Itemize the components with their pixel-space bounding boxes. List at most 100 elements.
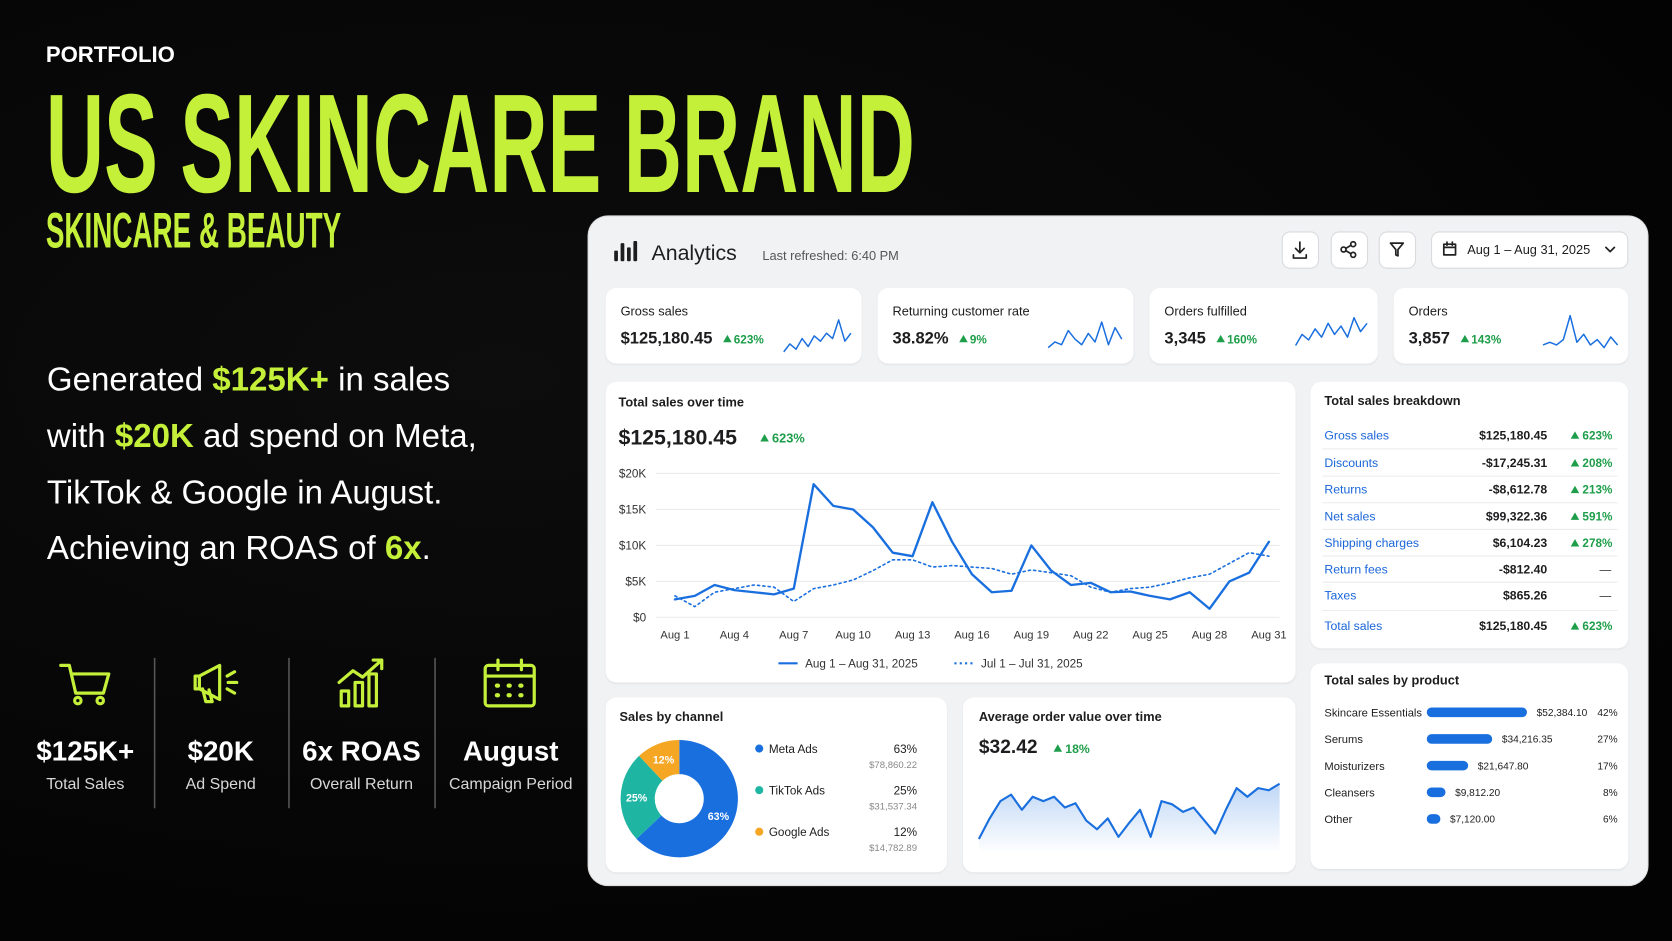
stat-icons <box>59 658 536 708</box>
cart-wheel <box>73 695 83 706</box>
summary: Generated $125K+ in sales with $20K ad sp… <box>46 361 477 566</box>
bar-share: 6% <box>1603 815 1618 826</box>
bar-category: Moisturizers <box>1324 761 1385 773</box>
summary-segment: Generated <box>47 361 212 398</box>
bar-value: $9,812.20 <box>1455 788 1500 799</box>
slice-label: 63% <box>708 811 730 823</box>
y-tick-label: $5K <box>625 576 646 589</box>
logo-bar <box>627 247 631 262</box>
kpi-label: Returning customer rate <box>893 304 1030 319</box>
summary-line: Generated $125K+ in sales <box>47 361 450 398</box>
card-title: Sales by channel <box>620 709 724 724</box>
kpi-label: Gross sales <box>621 304 688 319</box>
kpi-card <box>877 287 1134 364</box>
slice-label: 25% <box>626 793 648 805</box>
kpi-value: 3,857 <box>1409 328 1450 347</box>
download-icon <box>1292 241 1308 259</box>
summary-segment: Achieving an ROAS of <box>47 530 385 567</box>
stat-value: 6x ROAS <box>302 735 421 766</box>
share-icon <box>1349 251 1357 259</box>
legend-label: Jul 1 – Jul 31, 2025 <box>981 658 1083 671</box>
calendar-small-icon <box>1442 241 1457 256</box>
summary-segment: with <box>46 418 115 455</box>
row-value: $6,104.23 <box>1493 536 1548 550</box>
stat-label: Ad Spend <box>186 776 256 793</box>
kpi-card <box>605 287 862 364</box>
legend-label: Aug 1 – Aug 31, 2025 <box>805 658 918 671</box>
sales-chart-card <box>605 381 1296 683</box>
bar <box>1426 707 1527 718</box>
cart-icon <box>59 663 111 695</box>
row-label: Gross sales <box>1324 428 1389 442</box>
bar-category: Skincare Essentials <box>1324 708 1422 720</box>
bar-share: 8% <box>1603 788 1618 799</box>
row-change: — <box>1600 564 1612 577</box>
up-arrow <box>723 334 732 343</box>
donut-slice <box>639 740 680 781</box>
card-title: Average order value over time <box>979 709 1162 724</box>
sparkline <box>1542 314 1619 349</box>
summary-segment: $20K <box>115 418 194 455</box>
series-line <box>674 551 1270 608</box>
row-value: $99,322.36 <box>1486 509 1547 523</box>
up-arrow <box>1216 334 1225 343</box>
kpi-change: 9% <box>970 333 988 346</box>
y-tick-label: $15K <box>619 504 647 517</box>
filter-icon <box>1389 242 1405 257</box>
up-arrow <box>760 433 769 442</box>
up-arrow <box>1570 539 1580 547</box>
kpi-value: $125,180.45 <box>621 328 713 347</box>
bar-category: Cleansers <box>1324 788 1375 800</box>
calendar-dots <box>494 683 524 698</box>
bar-share: 17% <box>1597 761 1617 772</box>
kpi-value: 38.82% <box>893 328 949 347</box>
x-tick-label: Aug 16 <box>954 630 989 642</box>
x-tick-label: Aug 4 <box>720 630 749 642</box>
row-change: — <box>1600 589 1612 602</box>
up-arrow <box>1570 485 1580 494</box>
summary-segment: ad spend on Meta, <box>194 418 477 455</box>
x-tick-label: Aug 28 <box>1192 630 1227 642</box>
products-card <box>1310 663 1629 870</box>
bar-value: $52,384.10 <box>1537 708 1588 719</box>
button-icons <box>1292 240 1616 259</box>
date-picker[interactable] <box>1431 231 1629 269</box>
kpi-label: Orders fulfilled <box>1164 304 1246 319</box>
row-change: 208% <box>1582 457 1613 470</box>
row-value: $865.26 <box>1503 588 1547 602</box>
stat-labels: Total Sales Ad Spend Overall Return Camp… <box>46 776 572 793</box>
date-range: Aug 1 – Aug 31, 2025 <box>1467 242 1590 257</box>
bar-category: Other <box>1324 814 1352 826</box>
donut-slice <box>620 755 663 839</box>
summary-segment: TikTok & Google in August. <box>47 474 443 511</box>
y-tick-label: $0 <box>633 612 647 625</box>
row-value: -$812.40 <box>1499 563 1548 577</box>
sparkline <box>1294 317 1368 346</box>
up-arrow <box>1570 431 1580 439</box>
bar <box>1426 734 1493 744</box>
logo-bar <box>620 243 625 262</box>
share-button[interactable] <box>1330 231 1369 269</box>
row-label: Returns <box>1324 483 1367 497</box>
bar-category: Serums <box>1324 734 1363 746</box>
bar-share: 42% <box>1597 708 1617 719</box>
series-line <box>673 483 1271 610</box>
x-tick-label: Aug 31 <box>1251 630 1286 642</box>
up-arrow <box>1570 512 1580 520</box>
y-tick-label: $20K <box>619 468 647 481</box>
kpi-change: 623% <box>734 333 765 346</box>
kpi-label: Orders <box>1409 304 1448 319</box>
share-icon <box>1340 246 1347 253</box>
row-value: -$8,612.78 <box>1489 483 1548 497</box>
growth-icon <box>337 658 384 708</box>
summary-segment: 6x <box>385 530 422 567</box>
up-arrow <box>1053 744 1063 752</box>
kpi-change: 160% <box>1227 333 1258 346</box>
row-value: $125,180.45 <box>1479 619 1547 633</box>
row-label: Total sales <box>1324 619 1382 633</box>
kpi-card <box>1393 287 1629 364</box>
dashboard-title: Analytics <box>652 241 737 265</box>
sales-total: $125,180.45 <box>618 426 737 450</box>
share-icon <box>1349 240 1357 248</box>
chevron-icon <box>1605 246 1616 253</box>
